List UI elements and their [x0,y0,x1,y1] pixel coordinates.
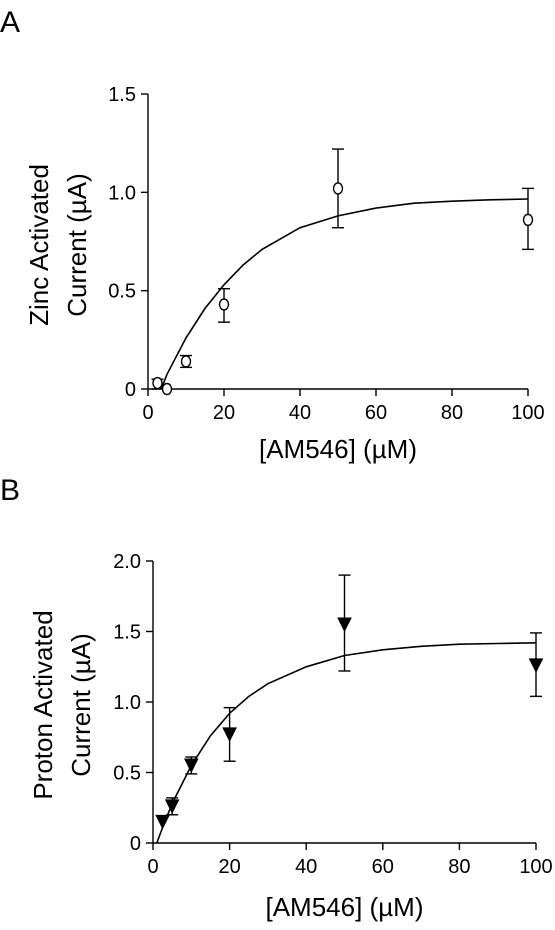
x-tick-label: 20 [218,856,240,878]
data-point [155,814,170,830]
x-tick-label: 80 [441,402,463,424]
data-point [332,182,344,195]
data-point [222,727,237,743]
panel-label: A [0,6,20,39]
y-tick-label: 1.0 [108,182,136,204]
data-point [522,213,534,227]
y-tick-label: 1.0 [113,692,141,714]
y-tick-label: 0 [125,379,136,401]
y-tick-label: 0.5 [113,763,141,785]
data-point [337,617,352,633]
y-tick-label: 2.0 [113,551,141,573]
x-tick-label: 0 [147,856,158,878]
x-tick-label: 40 [289,402,311,424]
x-tick-label: 100 [519,856,552,878]
y-axis-title-line: Current (µA) [66,633,96,777]
x-tick-label: 40 [295,856,317,878]
data-point [183,758,199,774]
x-tick-label: 100 [511,402,544,424]
data-point [164,799,180,814]
y-tick-label: 0 [130,833,141,855]
fit-curve [156,642,537,844]
x-tick-label: 80 [448,856,470,878]
data-point [180,355,192,368]
x-tick-label: 60 [372,856,394,878]
y-tick-label: 0.5 [108,281,136,303]
x-tick-label: 0 [142,402,153,424]
y-axis-title-line: Current (µA) [62,173,92,317]
data-point [152,376,163,390]
fit-curve [160,198,529,390]
y-axis-title-line: Proton Activated [28,610,58,799]
data-point [218,298,230,311]
panel-label: B [0,474,20,507]
x-tick-label: 20 [213,402,235,424]
x-axis-title: [AM546] (µM) [259,434,417,464]
data-point [528,658,544,673]
panel-a: A 0 0.5 1.0 1.5 0 20 40 60 80 100 [AM546] (µM) Zinc … [0,6,545,464]
y-axis-title-line: Zinc Activated [24,164,54,326]
y-tick-label: 1.5 [113,622,141,644]
data-point [161,382,173,396]
panel-b: B 0 0.5 1.0 1.5 2.0 0 20 40 60 80 100 [AM546] (µM) Pr… [0,474,553,922]
x-tick-label: 60 [365,402,387,424]
y-tick-label: 1.5 [108,84,136,106]
x-axis-title: [AM546] (µM) [265,892,423,922]
